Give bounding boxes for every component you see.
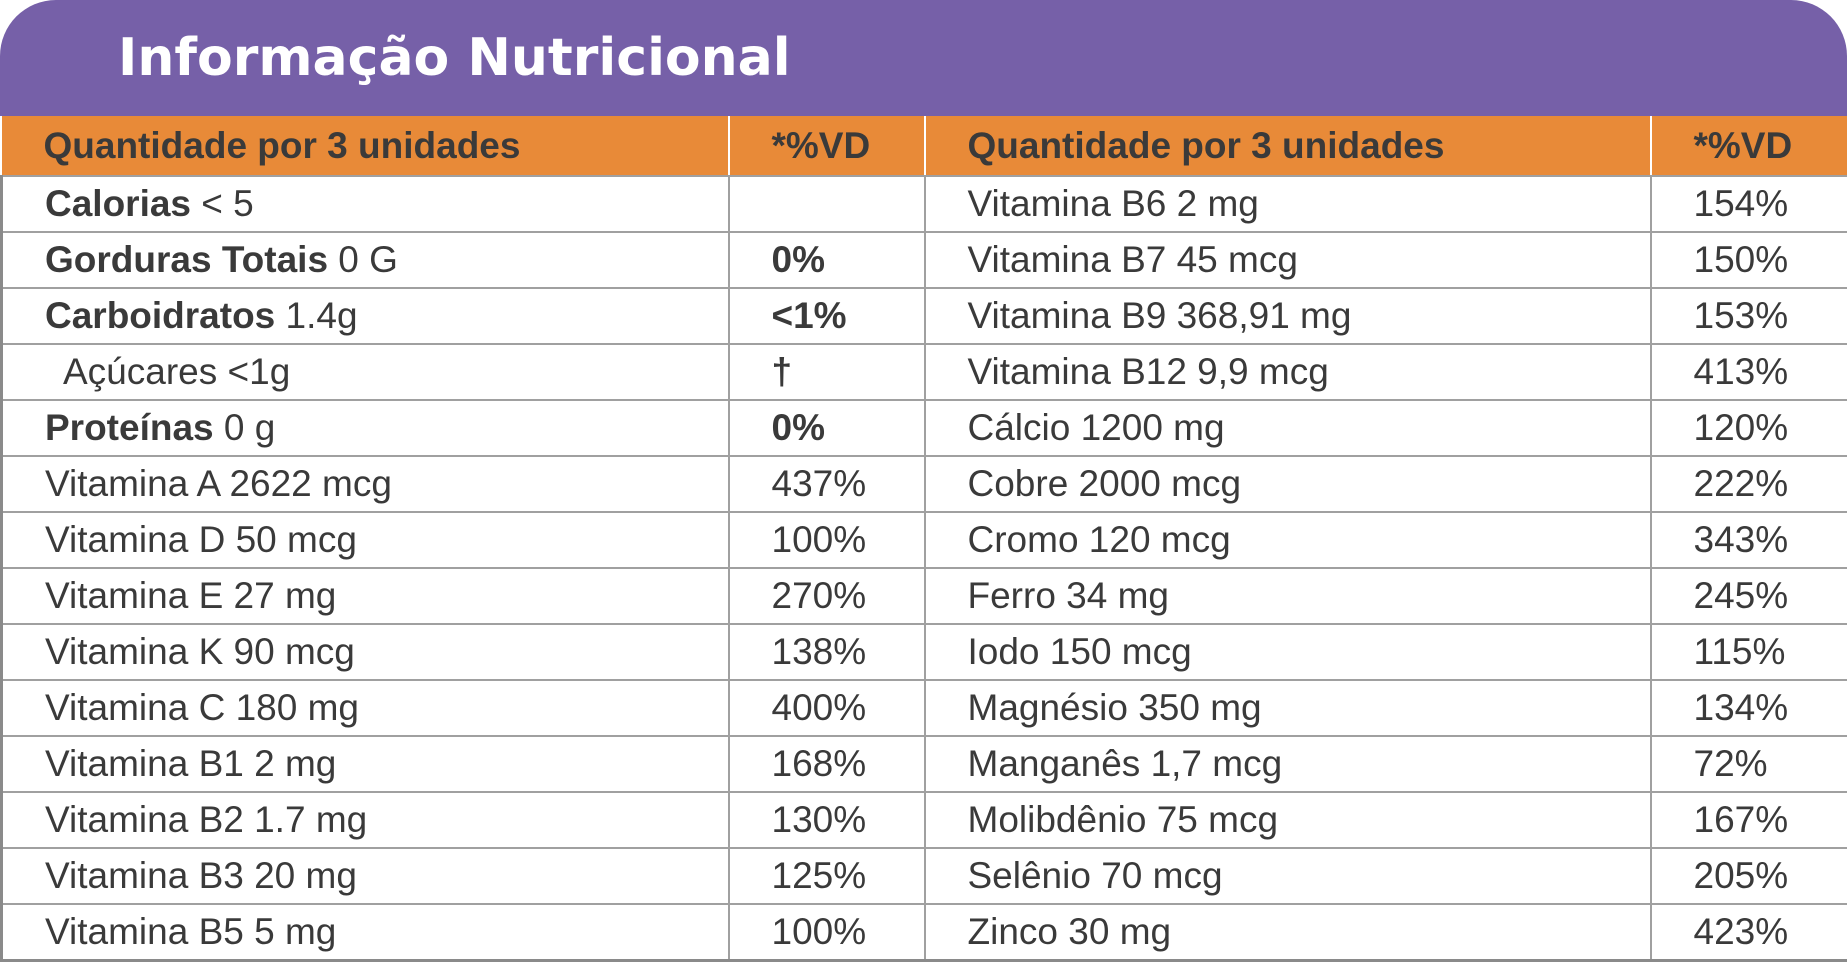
left-dv-cell: 100% xyxy=(729,904,925,961)
left-dv-cell xyxy=(729,176,925,232)
right-nutrient-cell: Cálcio 1200 mg xyxy=(925,400,1651,456)
nutrient-name: Carboidratos xyxy=(45,295,275,336)
title-bar: Informação Nutricional xyxy=(0,0,1847,116)
left-nutrient-cell: Carboidratos 1.4g xyxy=(2,288,729,344)
table-row: Açúcares <1g † Vitamina B12 9,9 mcg 413% xyxy=(2,344,1847,400)
right-dv-cell: 115% xyxy=(1651,624,1847,680)
right-nutrient-cell: Manganês 1,7 mcg xyxy=(925,736,1651,792)
left-dv-cell: 138% xyxy=(729,624,925,680)
right-nutrient-cell: Iodo 150 mcg xyxy=(925,624,1651,680)
left-dv-cell: 270% xyxy=(729,568,925,624)
right-dv-cell: 72% xyxy=(1651,736,1847,792)
right-dv-cell: 150% xyxy=(1651,232,1847,288)
left-nutrient-cell: Vitamina E 27 mg xyxy=(2,568,729,624)
nutrient-amount: 0 g xyxy=(214,407,276,448)
left-dv-cell: 0% xyxy=(729,400,925,456)
left-dv-cell: 125% xyxy=(729,848,925,904)
left-nutrient-cell: Vitamina B2 1.7 mg xyxy=(2,792,729,848)
right-nutrient-cell: Ferro 34 mg xyxy=(925,568,1651,624)
left-nutrient-cell: Gorduras Totais 0 G xyxy=(2,232,729,288)
right-dv-cell: 134% xyxy=(1651,680,1847,736)
left-dv-cell: 400% xyxy=(729,680,925,736)
left-dv-cell: 100% xyxy=(729,512,925,568)
right-dv-cell: 343% xyxy=(1651,512,1847,568)
right-nutrient-cell: Vitamina B6 2 mg xyxy=(925,176,1651,232)
page-title: Informação Nutricional xyxy=(118,28,791,88)
left-nutrient-cell: Vitamina D 50 mcg xyxy=(2,512,729,568)
left-nutrient-cell: Vitamina B3 20 mg xyxy=(2,848,729,904)
right-nutrient-cell: Magnésio 350 mg xyxy=(925,680,1651,736)
right-nutrient-cell: Selênio 70 mcg xyxy=(925,848,1651,904)
right-nutrient-cell: Cromo 120 mcg xyxy=(925,512,1651,568)
left-dv-cell: † xyxy=(729,344,925,400)
table-row: Carboidratos 1.4g <1% Vitamina B9 368,91… xyxy=(2,288,1847,344)
right-dv-cell: 423% xyxy=(1651,904,1847,961)
right-nutrient-cell: Cobre 2000 mcg xyxy=(925,456,1651,512)
right-nutrient-cell: Zinco 30 mg xyxy=(925,904,1651,961)
left-nutrient-cell: Vitamina B5 5 mg xyxy=(2,904,729,961)
nutrient-amount: 0 G xyxy=(328,239,398,280)
nutrient-name: Proteínas xyxy=(45,407,214,448)
nutrient-amount: < 5 xyxy=(191,183,254,224)
table-row: Vitamina E 27 mg 270% Ferro 34 mg 245% xyxy=(2,568,1847,624)
right-nutrient-cell: Vitamina B9 368,91 mg xyxy=(925,288,1651,344)
table-row: Calorias < 5 Vitamina B6 2 mg 154% xyxy=(2,176,1847,232)
nutrition-table: Quantidade por 3 unidades *%VD Quantidad… xyxy=(0,116,1847,962)
right-dv-cell: 167% xyxy=(1651,792,1847,848)
right-dv-cell: 245% xyxy=(1651,568,1847,624)
nutrient-amount: Açúcares <1g xyxy=(63,351,290,392)
left-nutrient-cell: Açúcares <1g xyxy=(2,344,729,400)
left-nutrient-cell: Proteínas 0 g xyxy=(2,400,729,456)
header-left-dv: *%VD xyxy=(729,116,925,176)
table-row: Vitamina B1 2 mg 168% Manganês 1,7 mcg 7… xyxy=(2,736,1847,792)
table-row: Vitamina K 90 mcg 138% Iodo 150 mcg 115% xyxy=(2,624,1847,680)
left-dv-cell: 130% xyxy=(729,792,925,848)
header-right-dv: *%VD xyxy=(1651,116,1847,176)
nutrient-name: Calorias xyxy=(45,183,191,224)
nutrient-name: Gorduras Totais xyxy=(45,239,328,280)
left-nutrient-cell: Vitamina A 2622 mcg xyxy=(2,456,729,512)
left-dv-cell: 0% xyxy=(729,232,925,288)
table-row: Vitamina A 2622 mcg 437% Cobre 2000 mcg … xyxy=(2,456,1847,512)
table-row: Vitamina B3 20 mg 125% Selênio 70 mcg 20… xyxy=(2,848,1847,904)
right-nutrient-cell: Molibdênio 75 mcg xyxy=(925,792,1651,848)
left-dv-cell: 437% xyxy=(729,456,925,512)
table-row: Gorduras Totais 0 G 0% Vitamina B7 45 mc… xyxy=(2,232,1847,288)
left-dv-cell: <1% xyxy=(729,288,925,344)
left-nutrient-cell: Calorias < 5 xyxy=(2,176,729,232)
right-dv-cell: 120% xyxy=(1651,400,1847,456)
table-row: Vitamina D 50 mcg 100% Cromo 120 mcg 343… xyxy=(2,512,1847,568)
left-nutrient-cell: Vitamina C 180 mg xyxy=(2,680,729,736)
table-row: Vitamina B2 1.7 mg 130% Molibdênio 75 mc… xyxy=(2,792,1847,848)
table-row: Proteínas 0 g 0% Cálcio 1200 mg 120% xyxy=(2,400,1847,456)
left-nutrient-cell: Vitamina B1 2 mg xyxy=(2,736,729,792)
header-left-quantity: Quantidade por 3 unidades xyxy=(2,116,729,176)
header-right-quantity: Quantidade por 3 unidades xyxy=(925,116,1651,176)
right-dv-cell: 222% xyxy=(1651,456,1847,512)
table-row: Vitamina B5 5 mg 100% Zinco 30 mg 423% xyxy=(2,904,1847,961)
right-nutrient-cell: Vitamina B7 45 mcg xyxy=(925,232,1651,288)
right-dv-cell: 153% xyxy=(1651,288,1847,344)
nutrient-amount: 1.4g xyxy=(275,295,357,336)
right-dv-cell: 154% xyxy=(1651,176,1847,232)
table-header-row: Quantidade por 3 unidades *%VD Quantidad… xyxy=(2,116,1847,176)
left-dv-cell: 168% xyxy=(729,736,925,792)
table-row: Vitamina C 180 mg 400% Magnésio 350 mg 1… xyxy=(2,680,1847,736)
right-nutrient-cell: Vitamina B12 9,9 mcg xyxy=(925,344,1651,400)
right-dv-cell: 205% xyxy=(1651,848,1847,904)
right-dv-cell: 413% xyxy=(1651,344,1847,400)
left-nutrient-cell: Vitamina K 90 mcg xyxy=(2,624,729,680)
